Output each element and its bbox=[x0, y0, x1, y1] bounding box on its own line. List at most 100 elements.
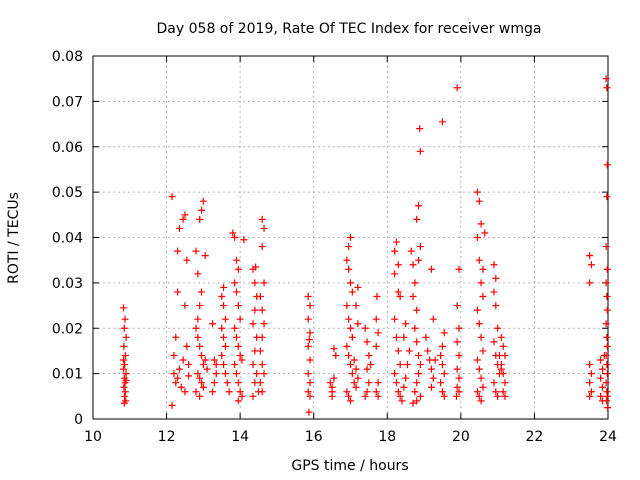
y-axis-label: ROTI / TECUs bbox=[6, 192, 22, 284]
data-point bbox=[475, 256, 483, 264]
x-axis-label: GPS time / hours bbox=[291, 458, 408, 474]
data-point bbox=[396, 361, 404, 369]
data-point bbox=[603, 193, 611, 201]
data-point bbox=[479, 383, 487, 391]
data-point bbox=[198, 351, 206, 359]
grid-lines bbox=[93, 56, 608, 419]
data-point bbox=[185, 372, 193, 380]
data-point bbox=[121, 351, 129, 359]
data-point bbox=[455, 374, 463, 382]
data-point bbox=[347, 324, 354, 332]
data-point bbox=[411, 279, 419, 287]
data-point bbox=[586, 252, 594, 260]
data-point bbox=[258, 306, 266, 314]
data-point bbox=[392, 333, 400, 341]
data-point bbox=[587, 370, 595, 378]
data-point bbox=[604, 404, 612, 412]
data-point bbox=[499, 388, 507, 396]
data-point bbox=[258, 361, 266, 369]
data-point bbox=[218, 292, 226, 300]
data-point bbox=[416, 392, 424, 400]
data-points bbox=[120, 75, 612, 416]
data-point bbox=[236, 351, 244, 359]
data-point bbox=[455, 351, 463, 359]
data-point bbox=[415, 370, 423, 378]
data-point bbox=[367, 361, 375, 369]
data-point bbox=[603, 265, 611, 273]
data-point bbox=[198, 288, 206, 296]
data-point bbox=[210, 379, 218, 387]
data-point bbox=[229, 229, 237, 237]
data-point bbox=[475, 365, 483, 373]
data-point bbox=[234, 379, 242, 387]
data-point bbox=[477, 374, 485, 382]
data-point bbox=[597, 392, 605, 400]
data-point bbox=[394, 388, 402, 396]
data-point bbox=[196, 342, 204, 350]
data-point bbox=[120, 324, 128, 332]
data-point bbox=[437, 379, 445, 387]
data-point bbox=[374, 392, 382, 400]
data-point bbox=[427, 265, 435, 273]
data-point bbox=[196, 302, 204, 310]
data-point bbox=[347, 361, 354, 369]
y-tick-label: 0.08 bbox=[52, 49, 83, 65]
data-point bbox=[350, 356, 358, 364]
data-point bbox=[396, 292, 404, 300]
data-point bbox=[220, 283, 228, 291]
data-point bbox=[372, 388, 380, 396]
data-point bbox=[238, 356, 246, 364]
data-point bbox=[354, 374, 362, 382]
data-point bbox=[194, 270, 202, 278]
data-point bbox=[120, 356, 128, 364]
data-point bbox=[499, 370, 507, 378]
data-point bbox=[453, 338, 461, 346]
data-point bbox=[260, 224, 268, 232]
data-point bbox=[256, 292, 264, 300]
data-point bbox=[453, 383, 461, 391]
data-point bbox=[203, 365, 211, 373]
data-point bbox=[391, 270, 399, 278]
data-point bbox=[473, 188, 481, 196]
x-tick-label: 14 bbox=[231, 429, 249, 445]
data-point bbox=[304, 370, 312, 378]
data-point bbox=[602, 75, 610, 83]
data-point bbox=[330, 374, 338, 382]
data-point bbox=[427, 365, 435, 373]
data-point bbox=[603, 370, 611, 378]
data-point bbox=[411, 388, 419, 396]
data-point bbox=[199, 383, 207, 391]
data-point bbox=[121, 315, 129, 323]
y-tick-label: 0.04 bbox=[52, 231, 83, 247]
data-point bbox=[354, 320, 362, 328]
data-point bbox=[352, 383, 360, 391]
data-point bbox=[305, 408, 313, 416]
data-point bbox=[438, 342, 446, 350]
data-point bbox=[597, 356, 605, 364]
data-point bbox=[477, 279, 485, 287]
x-tick-label: 18 bbox=[378, 429, 396, 445]
data-point bbox=[175, 365, 183, 373]
data-point bbox=[122, 333, 130, 341]
data-point bbox=[587, 388, 595, 396]
data-point bbox=[374, 379, 382, 387]
data-point bbox=[429, 315, 437, 323]
data-point bbox=[120, 383, 128, 391]
data-point bbox=[234, 302, 242, 310]
data-point bbox=[602, 243, 610, 251]
data-point bbox=[438, 361, 446, 369]
data-point bbox=[409, 261, 417, 269]
data-point bbox=[258, 215, 266, 223]
data-point bbox=[354, 283, 362, 291]
data-point bbox=[232, 288, 240, 296]
data-point bbox=[249, 320, 257, 328]
data-point bbox=[586, 361, 594, 369]
data-point bbox=[413, 397, 421, 405]
data-point bbox=[345, 351, 353, 359]
data-point bbox=[231, 234, 239, 241]
data-point bbox=[306, 329, 314, 337]
data-point bbox=[603, 292, 611, 300]
data-point bbox=[120, 304, 128, 312]
data-point bbox=[452, 392, 460, 400]
